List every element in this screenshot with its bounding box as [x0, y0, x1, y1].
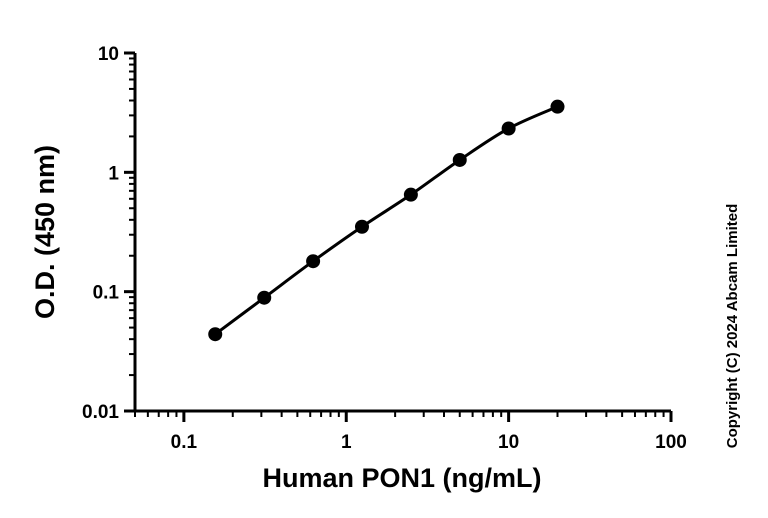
x-axis-ticks: 0.1 1 10 100 — [134, 411, 687, 453]
y-axis-ticks: 0.01 0.1 1 10 — [82, 44, 135, 423]
x-tick-label: 1 — [341, 432, 352, 453]
data-point — [403, 187, 418, 202]
x-axis-title: Human PON1 (ng/mL) — [262, 463, 541, 493]
x-tick-label: 10 — [498, 432, 519, 453]
y-axis-title: O.D. (450 nm) — [30, 145, 60, 319]
data-point — [306, 254, 321, 269]
data-point — [501, 121, 516, 136]
data-point — [257, 290, 272, 305]
data-point — [354, 219, 369, 234]
axes — [133, 53, 671, 413]
y-tick-label: 1 — [108, 163, 119, 184]
copyright-annotation: Copyright (C) 2024 Abcam Limited — [724, 204, 741, 448]
y-tick-label: 10 — [98, 44, 119, 65]
y-tick-label: 0.1 — [93, 283, 120, 304]
data-point — [550, 99, 565, 114]
data-point — [208, 327, 223, 342]
data-points — [208, 99, 565, 342]
x-tick-label: 0.1 — [171, 432, 198, 453]
x-tick-label: 100 — [655, 432, 687, 453]
y-tick-label: 0.01 — [82, 402, 119, 423]
data-point — [452, 152, 467, 167]
